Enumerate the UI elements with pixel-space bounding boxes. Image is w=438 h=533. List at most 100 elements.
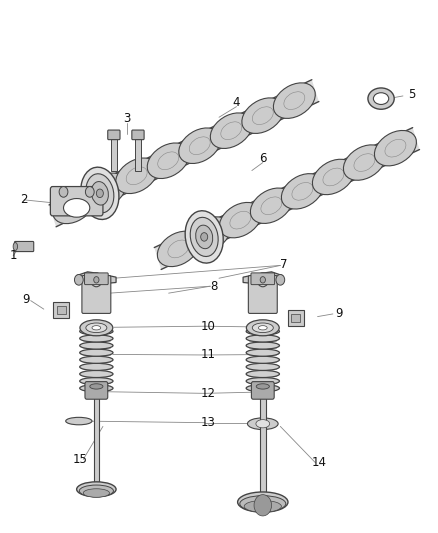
- Text: 10: 10: [201, 320, 216, 333]
- FancyBboxPatch shape: [251, 273, 275, 285]
- Text: 12: 12: [201, 387, 216, 400]
- Polygon shape: [49, 80, 319, 227]
- Ellipse shape: [196, 225, 213, 249]
- Ellipse shape: [147, 143, 189, 179]
- FancyBboxPatch shape: [248, 276, 277, 313]
- Bar: [288, 310, 304, 326]
- Circle shape: [94, 277, 99, 283]
- Circle shape: [74, 274, 83, 285]
- Circle shape: [201, 232, 208, 241]
- Ellipse shape: [80, 356, 113, 364]
- FancyBboxPatch shape: [108, 130, 120, 140]
- Ellipse shape: [80, 364, 113, 370]
- Ellipse shape: [247, 418, 278, 430]
- FancyBboxPatch shape: [132, 130, 144, 140]
- Ellipse shape: [312, 159, 354, 195]
- Ellipse shape: [80, 335, 113, 342]
- Ellipse shape: [246, 320, 279, 336]
- Polygon shape: [154, 127, 420, 270]
- Text: 7: 7: [280, 259, 288, 271]
- Circle shape: [59, 187, 68, 197]
- Ellipse shape: [246, 364, 279, 370]
- Ellipse shape: [80, 377, 113, 385]
- Ellipse shape: [374, 131, 417, 166]
- Text: 4: 4: [233, 96, 240, 109]
- Ellipse shape: [13, 243, 18, 251]
- Ellipse shape: [242, 98, 284, 133]
- Ellipse shape: [190, 217, 218, 256]
- Ellipse shape: [273, 83, 315, 118]
- Ellipse shape: [86, 174, 114, 213]
- Ellipse shape: [343, 145, 385, 180]
- Ellipse shape: [80, 370, 113, 377]
- Ellipse shape: [219, 203, 261, 238]
- Text: 2: 2: [20, 193, 28, 206]
- Text: 6: 6: [259, 152, 267, 165]
- Ellipse shape: [83, 489, 110, 497]
- Bar: [57, 306, 66, 314]
- Ellipse shape: [80, 385, 113, 392]
- Ellipse shape: [185, 211, 223, 263]
- Circle shape: [91, 273, 102, 287]
- Bar: [53, 302, 69, 318]
- Text: 15: 15: [72, 453, 87, 466]
- Bar: [111, 139, 117, 171]
- Ellipse shape: [237, 492, 288, 512]
- Bar: [260, 397, 266, 501]
- Ellipse shape: [86, 323, 107, 333]
- Ellipse shape: [64, 199, 90, 217]
- FancyBboxPatch shape: [50, 187, 103, 216]
- FancyBboxPatch shape: [85, 273, 108, 285]
- FancyBboxPatch shape: [251, 382, 274, 399]
- Ellipse shape: [210, 113, 252, 149]
- FancyBboxPatch shape: [14, 241, 34, 252]
- Ellipse shape: [157, 231, 199, 266]
- Circle shape: [254, 495, 272, 516]
- Ellipse shape: [246, 377, 279, 385]
- Bar: [291, 314, 300, 322]
- Ellipse shape: [246, 342, 279, 349]
- Text: 9: 9: [22, 293, 30, 306]
- Text: 5: 5: [408, 88, 415, 101]
- Ellipse shape: [251, 188, 293, 223]
- Ellipse shape: [373, 93, 389, 104]
- Bar: [135, 139, 141, 171]
- Polygon shape: [77, 272, 116, 284]
- FancyBboxPatch shape: [82, 276, 111, 313]
- Text: 9: 9: [336, 308, 343, 320]
- Ellipse shape: [368, 88, 394, 109]
- Ellipse shape: [246, 335, 279, 342]
- Ellipse shape: [246, 328, 279, 335]
- Circle shape: [96, 189, 103, 198]
- Ellipse shape: [246, 356, 279, 364]
- Ellipse shape: [79, 485, 113, 497]
- Ellipse shape: [244, 500, 281, 512]
- Text: 14: 14: [311, 456, 326, 469]
- Ellipse shape: [90, 384, 103, 389]
- Ellipse shape: [84, 173, 126, 208]
- Circle shape: [260, 277, 265, 283]
- Ellipse shape: [116, 158, 158, 193]
- Circle shape: [276, 274, 285, 285]
- Ellipse shape: [80, 349, 113, 356]
- Ellipse shape: [77, 482, 116, 497]
- Ellipse shape: [92, 326, 101, 330]
- Ellipse shape: [258, 326, 267, 330]
- Ellipse shape: [246, 385, 279, 392]
- Ellipse shape: [179, 128, 221, 164]
- Ellipse shape: [281, 174, 323, 209]
- Ellipse shape: [81, 167, 119, 220]
- Ellipse shape: [246, 370, 279, 377]
- Bar: [94, 394, 99, 488]
- Ellipse shape: [240, 496, 286, 512]
- Ellipse shape: [66, 417, 92, 425]
- Ellipse shape: [80, 328, 113, 335]
- Circle shape: [85, 187, 94, 197]
- Text: 13: 13: [201, 416, 216, 429]
- Text: 11: 11: [201, 349, 216, 361]
- Ellipse shape: [188, 217, 230, 252]
- Text: 1: 1: [9, 249, 17, 262]
- Ellipse shape: [80, 320, 113, 336]
- Ellipse shape: [256, 384, 269, 389]
- Text: 3: 3: [124, 112, 131, 125]
